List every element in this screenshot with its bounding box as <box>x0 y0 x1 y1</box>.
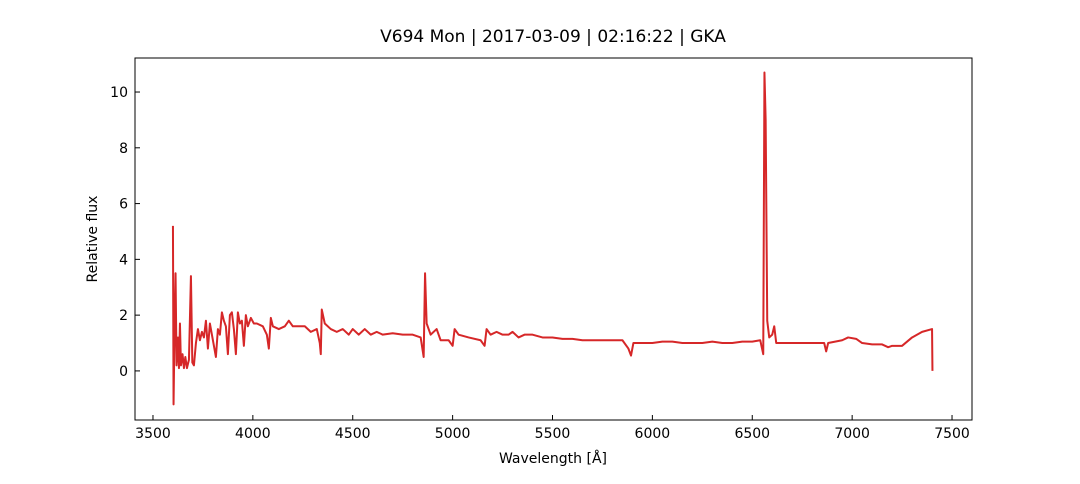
y-axis-label: Relative flux <box>85 196 101 283</box>
x-tick-label: 5500 <box>535 426 571 442</box>
chart-title: V694 Mon | 2017-03-09 | 02:16:22 | GKA <box>380 27 726 47</box>
x-tick-label: 4500 <box>335 426 371 442</box>
y-tick-label: 4 <box>119 252 128 268</box>
y-tick-label: 8 <box>119 141 128 157</box>
x-tick-label: 6000 <box>635 426 671 442</box>
x-tick-label: 3500 <box>135 426 171 442</box>
plot-frame <box>134 57 973 421</box>
y-tick-label: 6 <box>119 197 128 213</box>
x-axis-label: Wavelength [Å] <box>499 450 607 467</box>
x-tick-label: 6500 <box>734 426 770 442</box>
y-tick-label: 2 <box>119 308 128 324</box>
x-tick-label: 5000 <box>435 426 471 442</box>
y-tick-label: 0 <box>119 364 128 380</box>
x-tick-label: 7000 <box>834 426 870 442</box>
x-tick-label: 4000 <box>235 426 271 442</box>
spectrum-line <box>171 71 934 406</box>
x-tick-label: 7500 <box>934 426 970 442</box>
y-tick-label: 10 <box>110 85 128 101</box>
